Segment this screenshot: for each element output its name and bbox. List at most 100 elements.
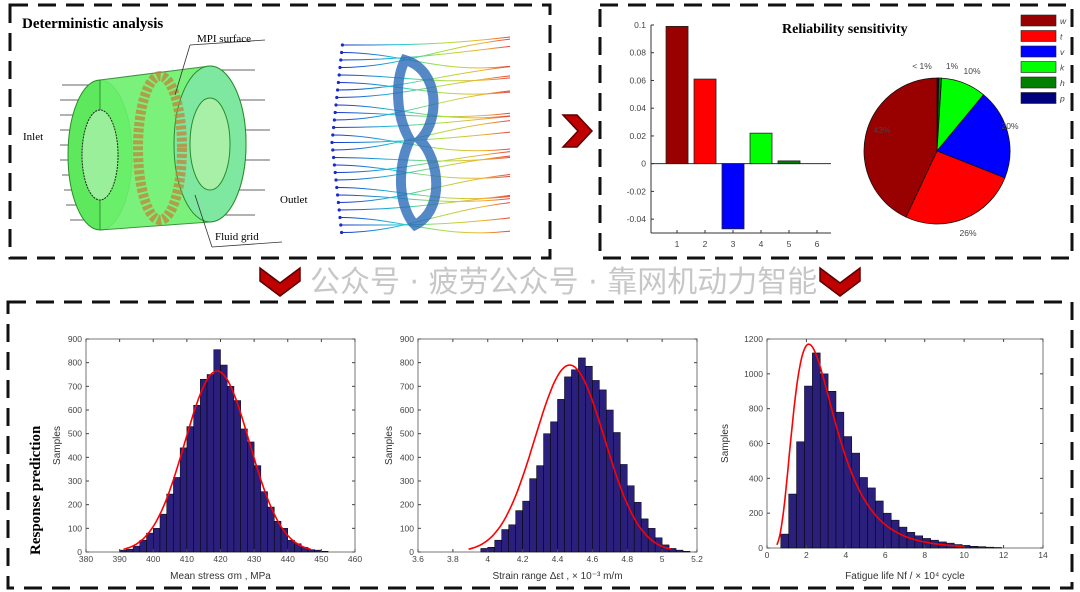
sensitivity-title: Reliability sensitivity: [782, 22, 908, 37]
histogram-bar: [480, 548, 488, 553]
pie-label: 20%: [1001, 121, 1018, 131]
pie-slice: [905, 150, 1006, 225]
legend-label: w: [1060, 16, 1067, 26]
streamline-seed: [336, 193, 340, 197]
legend-swatch: [1020, 14, 1057, 27]
y-tick-label: 400: [400, 452, 414, 462]
streamline-seed: [340, 230, 344, 235]
streamline-seed: [332, 118, 336, 122]
x-tick-label: 12: [999, 550, 1009, 560]
streamline: [335, 151, 511, 173]
histogram-bar: [186, 426, 194, 553]
streamline-seed: [332, 155, 336, 160]
x-axis-label: Mean stress σm , MPa: [170, 571, 271, 582]
x-tick-label: 5.2: [691, 554, 703, 564]
streamline: [338, 173, 511, 203]
histogram-bar: [173, 477, 181, 553]
y-tick-label: 600: [68, 405, 82, 415]
histogram-bar: [599, 389, 607, 553]
pie-slice: [863, 77, 938, 218]
x-tick-label: 8: [922, 550, 927, 560]
histogram-bar: [898, 526, 908, 549]
y-tick-label: 400: [749, 473, 763, 483]
streamline-seed: [340, 43, 344, 47]
histogram-bar: [139, 539, 147, 553]
histogram-bar: [827, 391, 837, 549]
x-tick-label: 430: [247, 554, 261, 564]
streamline: [335, 155, 511, 181]
fluid-label-underline: [211, 241, 283, 248]
streamline: [339, 217, 511, 234]
x-tick-label: 10: [959, 550, 969, 560]
pie-label: 1%: [946, 61, 959, 71]
fluid-grid-model: [60, 65, 270, 231]
x-tick-label: 6: [883, 550, 888, 560]
legend-label: t: [1060, 32, 1063, 42]
y-tick-label: 0: [409, 547, 414, 557]
histogram-bar: [146, 532, 154, 553]
bar: [665, 25, 689, 165]
legend-label: p: [1059, 94, 1065, 104]
y-tick-label: 600: [400, 405, 414, 415]
streamline-seed: [335, 95, 339, 100]
y-tick-label: 0.02: [629, 131, 646, 141]
y-tick-label: 800: [400, 358, 414, 368]
streamline-seed: [339, 58, 343, 62]
histogram-bar: [883, 512, 892, 549]
x-tick-label: 0: [765, 550, 770, 560]
legend-swatch: [1020, 76, 1057, 89]
histogram-bar: [564, 376, 572, 553]
streamline-flow-field: [330, 36, 511, 235]
fluid-leader-line: [194, 194, 213, 248]
legend-swatch: [1020, 92, 1057, 104]
histogram-bar: [487, 547, 495, 553]
histogram-bar: [247, 441, 255, 553]
y-tick-label: 0.08: [629, 48, 646, 58]
legend-swatch: [1020, 30, 1057, 42]
histogram-bar: [812, 352, 821, 549]
streamline-seed: [334, 178, 338, 182]
streamline-seed: [334, 103, 338, 107]
fit-curve: [123, 370, 311, 551]
mpi-surface-label: MPI surface: [197, 33, 251, 45]
histogram-bar: [977, 546, 987, 549]
streamline-seed: [339, 223, 343, 227]
y-tick-label: 1000: [744, 369, 763, 379]
y-tick-label: 300: [400, 476, 414, 486]
chevron-down-icon: [819, 266, 861, 297]
x-tick-label: 390: [113, 554, 127, 564]
fluid-grid-label: Fluid grid: [215, 231, 259, 243]
fit-curve: [776, 343, 965, 548]
streamline-seed: [336, 200, 340, 205]
histogram-bar: [220, 364, 228, 553]
streamline: [337, 194, 511, 202]
x-tick-label: 4: [843, 550, 848, 560]
legend-swatch: [1020, 61, 1057, 73]
x-tick-label: 2: [804, 550, 809, 560]
y-tick-label: 700: [68, 381, 82, 391]
histogram-bar: [287, 539, 295, 553]
streamline: [335, 112, 511, 118]
streamline: [337, 66, 511, 91]
y-tick-label: 100: [68, 523, 82, 533]
histogram-bar: [780, 533, 789, 549]
y-tick-label: 200: [749, 508, 763, 518]
x-tick-label: 1: [675, 239, 680, 249]
x-tick-label: 5: [660, 554, 665, 564]
y-tick-label: 200: [400, 500, 414, 510]
histogram-bar: [592, 380, 600, 553]
bar: [721, 163, 745, 230]
histogram-bar: [969, 546, 979, 549]
x-tick-label: 4.2: [517, 554, 529, 564]
histogram-bar: [213, 349, 221, 553]
response-panel-frame: [6, 300, 1074, 590]
blade-surface: [393, 54, 442, 232]
y-tick-label: 900: [400, 334, 414, 344]
histogram-bar: [193, 405, 201, 553]
histogram-bar: [240, 428, 248, 553]
legend-label: h: [1060, 78, 1065, 88]
histogram-bar: [627, 485, 635, 553]
streamline-seed: [338, 65, 342, 70]
pie-label: 43%: [873, 125, 890, 135]
pie-label: < 1%: [912, 61, 932, 71]
